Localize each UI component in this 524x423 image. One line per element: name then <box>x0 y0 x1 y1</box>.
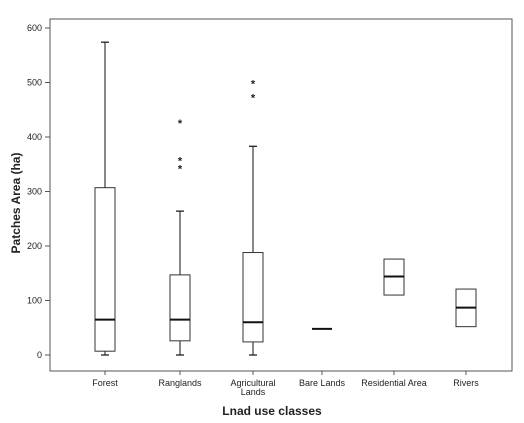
box-group <box>455 288 477 328</box>
x-tick-label: Ranglands <box>158 378 202 388</box>
x-tick-label: Residential Area <box>361 378 427 388</box>
y-tick-label: 500 <box>27 78 42 88</box>
plot-area <box>49 18 513 372</box>
box-group <box>383 258 405 296</box>
x-axis-title: Lnad use classes <box>222 404 322 418</box>
y-tick-label: 200 <box>27 241 42 251</box>
x-axis: Forest Ranglands Agricultural Lands Bare Lan… <box>92 371 479 397</box>
y-tick-label: 100 <box>27 296 42 306</box>
x-tick-label: Forest <box>92 378 118 388</box>
box-group: *** <box>169 118 191 356</box>
y-tick-label: 0 <box>37 350 42 360</box>
x-tick-label: Bare Lands <box>299 378 346 388</box>
y-axis-title: Patches Area (ha) <box>9 153 23 254</box>
outlier-marker: * <box>178 155 183 167</box>
x-tick-label: Agricultural Lands <box>230 378 275 397</box>
y-axis: 0 100 200 300 400 500 600 <box>27 23 50 360</box>
box-series: ***** <box>94 41 477 356</box>
y-tick-label: 600 <box>27 23 42 33</box>
x-tick-label: Rivers <box>453 378 479 388</box>
outlier-marker: * <box>178 118 183 130</box>
y-tick-label: 300 <box>27 187 42 197</box>
outlier-marker: * <box>251 92 256 104</box>
outlier-marker: * <box>251 79 256 91</box>
outlier-marker: * <box>178 164 183 176</box>
box-group <box>94 41 116 356</box>
box-group: ** <box>242 79 264 356</box>
iqr-box <box>242 252 264 343</box>
y-tick-label: 400 <box>27 132 42 142</box>
iqr-box <box>169 274 191 342</box>
iqr-box <box>94 187 116 352</box>
